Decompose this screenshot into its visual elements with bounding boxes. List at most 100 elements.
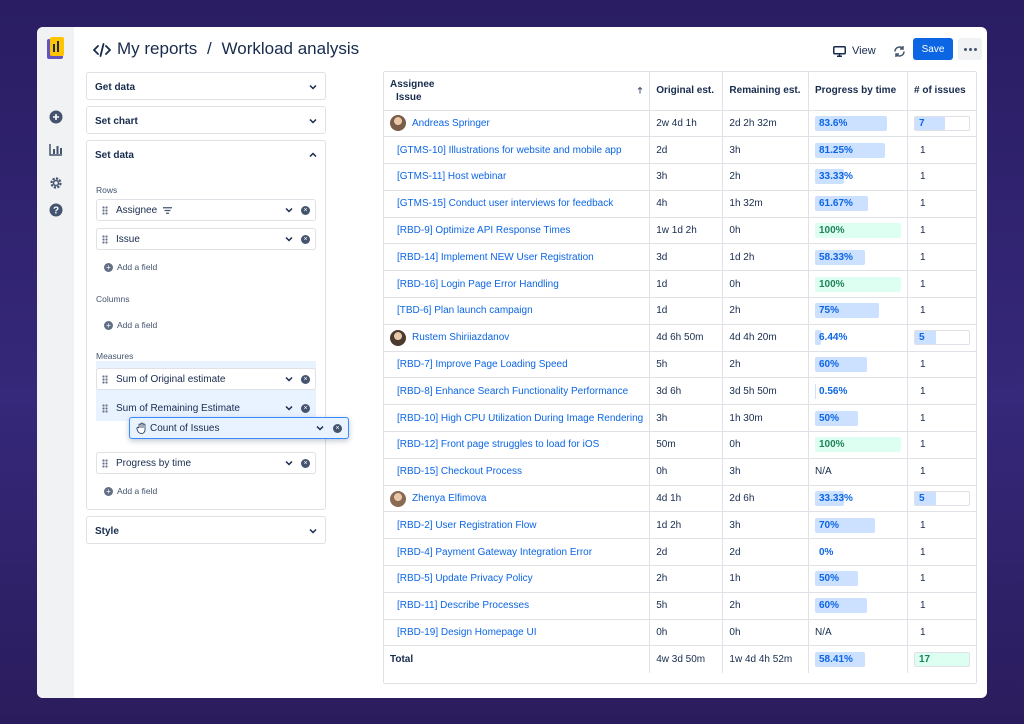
chart-icon[interactable] [48, 142, 63, 157]
dragging-measure-field[interactable]: Count of Issues × [129, 417, 349, 439]
app-logo[interactable] [46, 36, 66, 60]
issue-link[interactable]: [RBD-7] Improve Page Loading Speed [384, 351, 651, 379]
refresh-button[interactable] [887, 40, 911, 62]
assignee-name[interactable]: Andreas Springer [412, 117, 490, 129]
chevron-down-icon[interactable] [285, 460, 293, 466]
progress-cell: 61.67% [808, 190, 909, 218]
breadcrumb: My reports / Workload analysis [117, 39, 359, 59]
header-progress[interactable]: Progress by time [808, 72, 909, 111]
issue-link[interactable]: [RBD-5] Update Privacy Policy [384, 565, 651, 593]
more-actions-button[interactable] [958, 38, 982, 60]
add-icon[interactable] [48, 109, 63, 124]
remaining-est-cell: 2d 6h [722, 485, 809, 513]
progress-cell: N/A [808, 458, 909, 486]
sort-icon[interactable] [637, 87, 643, 94]
save-button[interactable]: Save [913, 38, 953, 60]
drag-handle-icon[interactable] [102, 205, 108, 215]
drag-handle-icon[interactable] [102, 458, 108, 468]
chevron-down-icon[interactable] [285, 236, 293, 242]
report-table: Assignee Issue Original est. Remaining e… [384, 72, 976, 673]
progress-bar: 60% [814, 357, 901, 373]
grab-cursor-icon [136, 422, 146, 434]
issue-link[interactable]: [RBD-16] Login Page Error Handling [384, 270, 651, 299]
measure-field-progress[interactable]: Progress by time × [96, 452, 316, 474]
style-panel[interactable]: Style [86, 516, 326, 544]
issue-link[interactable]: [GTMS-15] Conduct user interviews for fe… [384, 190, 651, 218]
assignee-name[interactable]: Zhenya Elfimova [412, 493, 487, 505]
issue-link[interactable]: [RBD-19] Design Homepage UI [384, 619, 651, 647]
total-row: Total 4w 3d 50m 1w 4d 4h 52m 58.41% 17 [384, 645, 976, 673]
issue-count-bar: 5 [914, 330, 970, 346]
app-window: ? My reports / Workload analysis View Sa… [37, 27, 987, 698]
gear-icon[interactable] [48, 175, 63, 190]
measure-field-remaining[interactable]: Sum of Remaining Estimate × [96, 397, 316, 419]
add-row-field-button[interactable]: + Add a field [104, 262, 157, 272]
row-field-issue[interactable]: Issue × [96, 228, 316, 250]
drag-handle-icon[interactable] [102, 234, 108, 244]
original-est-cell: 0h [649, 458, 724, 486]
progress-bar: 6.44% [814, 330, 901, 346]
chevron-down-icon [316, 425, 324, 431]
drag-handle-icon[interactable] [102, 374, 108, 384]
set-chart-panel[interactable]: Set chart [86, 106, 326, 134]
issue-link[interactable]: [RBD-15] Checkout Process [384, 458, 651, 486]
remaining-est-cell: 2h [722, 351, 809, 379]
header-issue: Issue [396, 91, 422, 103]
remove-icon[interactable]: × [301, 458, 310, 468]
issue-row: [GTMS-10] Illustrations for website and … [384, 136, 976, 165]
assignee-cell[interactable]: Andreas Springer [384, 110, 651, 138]
issue-link[interactable]: [GTMS-10] Illustrations for website and … [384, 136, 651, 165]
remove-icon[interactable]: × [301, 205, 310, 215]
header-original-est[interactable]: Original est. [649, 72, 724, 111]
remove-icon[interactable]: × [301, 234, 310, 244]
issue-link[interactable]: [RBD-8] Enhance Search Functionality Per… [384, 377, 651, 406]
style-label: Style [95, 525, 119, 537]
help-icon[interactable]: ? [48, 202, 63, 217]
remove-icon[interactable]: × [301, 403, 310, 413]
issue-link[interactable]: [TBD-6] Plan launch campaign [384, 297, 651, 325]
header-issue-count[interactable]: # of issues [907, 72, 976, 111]
progress-cell: 100% [808, 270, 909, 299]
drag-handle-icon[interactable] [102, 403, 108, 413]
issue-link[interactable]: [RBD-2] User Registration Flow [384, 511, 651, 540]
set-data-header[interactable]: Set data [87, 141, 325, 169]
breadcrumb-root[interactable]: My reports [117, 39, 198, 58]
issue-link[interactable]: [GTMS-11] Host webinar [384, 163, 651, 191]
issue-row: [RBD-5] Update Privacy Policy 2h 1h 50% 1 [384, 565, 976, 593]
issue-link[interactable]: [RBD-9] Optimize API Response Times [384, 217, 651, 245]
remaining-est-cell: 1h [722, 565, 809, 593]
dragging-field-label: Count of Issues [150, 422, 220, 434]
assignee-cell[interactable]: Rustem Shiriiazdanov [384, 324, 651, 352]
header-assignee: Assignee [390, 78, 435, 90]
chevron-down-icon[interactable] [285, 207, 293, 213]
original-est-cell: 50m [649, 431, 724, 459]
issue-link[interactable]: [RBD-10] High CPU Utilization During Ima… [384, 404, 651, 433]
measure-field-original[interactable]: Sum of Original estimate × [96, 368, 316, 390]
issue-row: [RBD-19] Design Homepage UI 0h 0h N/A 1 [384, 619, 976, 647]
filter-icon[interactable] [163, 206, 172, 214]
count-cell: 1 [907, 270, 976, 299]
row-field-assignee[interactable]: Assignee × [96, 199, 316, 221]
issue-link[interactable]: [RBD-12] Front page struggles to load fo… [384, 431, 651, 459]
chevron-down-icon[interactable] [285, 405, 293, 411]
issue-link[interactable]: [RBD-14] Implement NEW User Registration [384, 243, 651, 272]
refresh-icon [893, 45, 905, 57]
assignee-name[interactable]: Rustem Shiriiazdanov [412, 332, 510, 344]
progress-bar: 50% [814, 571, 901, 587]
progress-cell: 60% [808, 592, 909, 620]
header-remaining-est[interactable]: Remaining est. [722, 72, 809, 111]
view-button[interactable]: View [833, 41, 876, 61]
issue-link[interactable]: [RBD-11] Describe Processes [384, 592, 651, 620]
count-cell: 1 [907, 565, 976, 593]
header-assignee-issue[interactable]: Assignee Issue [384, 72, 651, 111]
set-chart-label: Set chart [95, 115, 138, 127]
issue-link[interactable]: [RBD-4] Payment Gateway Integration Erro… [384, 538, 651, 567]
add-measure-field-button[interactable]: + Add a field [104, 486, 157, 496]
assignee-cell[interactable]: Zhenya Elfimova [384, 485, 651, 513]
table-header-row: Assignee Issue Original est. Remaining e… [384, 72, 976, 111]
remove-icon[interactable]: × [301, 374, 310, 384]
get-data-panel[interactable]: Get data [86, 72, 326, 100]
add-column-field-button[interactable]: + Add a field [104, 320, 157, 330]
count-cell: 1 [907, 163, 976, 191]
chevron-down-icon[interactable] [285, 376, 293, 382]
